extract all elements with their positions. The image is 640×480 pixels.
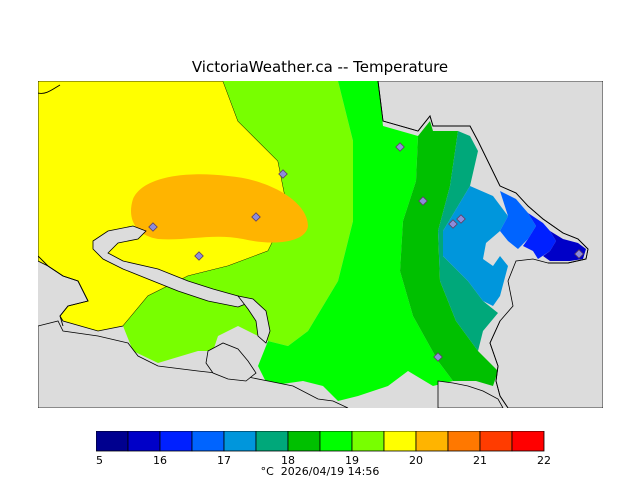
station-marker (251, 212, 261, 222)
zone-18.5-19 (258, 81, 453, 401)
legend-tick-label: 16 (153, 454, 167, 465)
legend-tick-label: 15 (96, 454, 103, 465)
station-marker (456, 214, 466, 224)
harbour (205, 342, 257, 382)
saanich-inlet (237, 295, 271, 344)
legend-tick-label: 20 (409, 454, 423, 465)
legend-tick-label: 19 (345, 454, 359, 465)
zone-16-16.5 (523, 213, 556, 259)
legend-bin (383, 431, 417, 452)
legend-bins (96, 431, 545, 452)
legend-bin (191, 431, 225, 452)
temperature-map (38, 81, 603, 408)
color-legend: 15 16 17 18 19 20 21 22 (96, 431, 551, 465)
legend-bin (511, 431, 545, 452)
unit-label: °C (260, 465, 274, 478)
water-features (38, 81, 603, 408)
station-marker (574, 249, 584, 259)
station-marker (395, 142, 405, 152)
legend-bin (159, 431, 193, 452)
station-marker (148, 222, 158, 232)
legend-bin (479, 431, 513, 452)
legend-bin (96, 431, 129, 452)
temperature-zones (38, 81, 586, 401)
legend-bin (447, 431, 481, 452)
zone-18-18.5 (400, 121, 498, 386)
legend-bin (351, 431, 385, 452)
legend-tick-label: 18 (281, 454, 295, 465)
page-title: VictoriaWeather.ca -- Temperature (191, 58, 449, 76)
map-footer: °C 2026/04/19 14:56 (0, 465, 640, 478)
station-marker (433, 352, 443, 362)
legend-bin (319, 431, 353, 452)
station-marker (278, 169, 288, 179)
weather-stations (148, 142, 584, 362)
station-marker (418, 196, 428, 206)
station-marker (448, 219, 458, 229)
inlet-west (92, 225, 249, 308)
zone-16.5-17 (500, 191, 536, 249)
east-water (437, 380, 504, 408)
legend-tick-label: 17 (217, 454, 231, 465)
legend-bin (255, 431, 289, 452)
legend-bin (127, 431, 161, 452)
legend-bin (287, 431, 321, 452)
coastlines (38, 81, 589, 408)
legend-ticks: 15 16 17 18 19 20 21 22 (96, 454, 551, 465)
timestamp-label: 2026/04/19 14:56 (280, 465, 380, 478)
zone-17.5-18 (438, 131, 498, 351)
zone-19-19.5 (123, 81, 353, 363)
legend-bin (223, 431, 257, 452)
legend-tick-label: 21 (473, 454, 487, 465)
zone-20-20.5 (130, 174, 308, 243)
legend-bin (415, 431, 449, 452)
station-marker (194, 251, 204, 261)
legend-tick-label: 22 (537, 454, 551, 465)
